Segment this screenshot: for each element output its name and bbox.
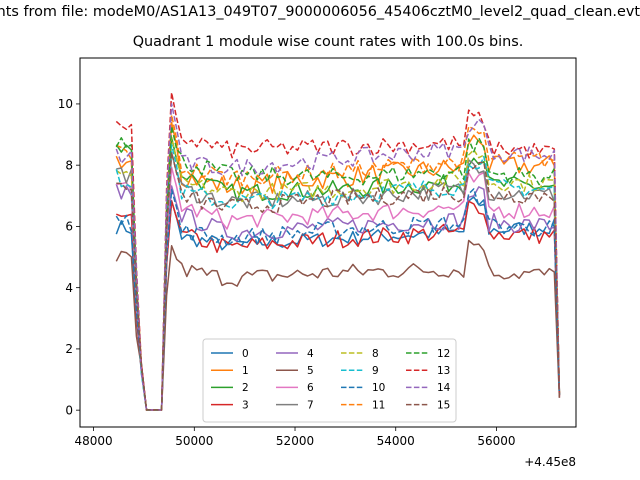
legend-label-7: 7 [307,399,314,411]
legend-label-1: 1 [242,365,249,377]
y-axis: 0 2 4 6 8 10 [58,97,80,417]
legend-box [202,338,457,423]
legend-label-9: 9 [372,365,379,377]
series-line-5 [115,239,561,411]
series-line-15 [116,151,561,411]
x-tick-label: 52000 [276,434,314,448]
legend-label-8: 8 [372,348,379,360]
legend-label-11: 11 [372,399,385,411]
x-tick-label: 50000 [175,434,213,448]
x-tick-label: 54000 [377,434,415,448]
y-tick-label: 0 [65,403,73,417]
series-line-3 [116,200,561,411]
series-line-14 [115,103,561,411]
figure-supertitle: Plot of counts from file: modeM0/AS1A13_… [0,4,640,24]
chart-title: Quadrant 1 module wise count rates with … [132,34,524,50]
x-axis: 48000 50000 52000 54000 56000 [75,427,516,448]
y-tick-label: 4 [65,281,73,295]
x-tick-label: 56000 [477,434,515,448]
legend-label-2: 2 [242,382,249,394]
plot-frame [79,57,577,428]
supertitle-text: Plot of counts from file: modeM0/AS1A13_… [0,4,640,20]
y-tick-label: 6 [65,220,73,234]
series-lines [115,91,561,411]
series-line-9 [115,144,561,411]
x-tick-label: 48000 [75,434,113,448]
legend-label-15: 15 [437,399,450,411]
y-tick-label: 10 [58,97,73,111]
y-tick-label: 8 [65,158,73,172]
legend-label-4: 4 [307,348,314,360]
legend-label-12: 12 [437,348,450,360]
y-tick-label: 2 [65,342,73,356]
series-line-4 [115,183,561,411]
legend-label-10: 10 [372,382,385,394]
legend-label-5: 5 [307,365,314,377]
series-line-12 [115,125,561,411]
series-line-7 [116,151,561,411]
legend-label-13: 13 [437,365,450,377]
legend-label-3: 3 [242,399,249,411]
series-line-10 [115,188,561,411]
x-offset-label: +4.45e8 [524,455,576,469]
legend-label-14: 14 [437,382,451,394]
legend-label-6: 6 [307,382,314,394]
series-line-11 [116,114,561,411]
legend-label-0: 0 [242,348,249,360]
